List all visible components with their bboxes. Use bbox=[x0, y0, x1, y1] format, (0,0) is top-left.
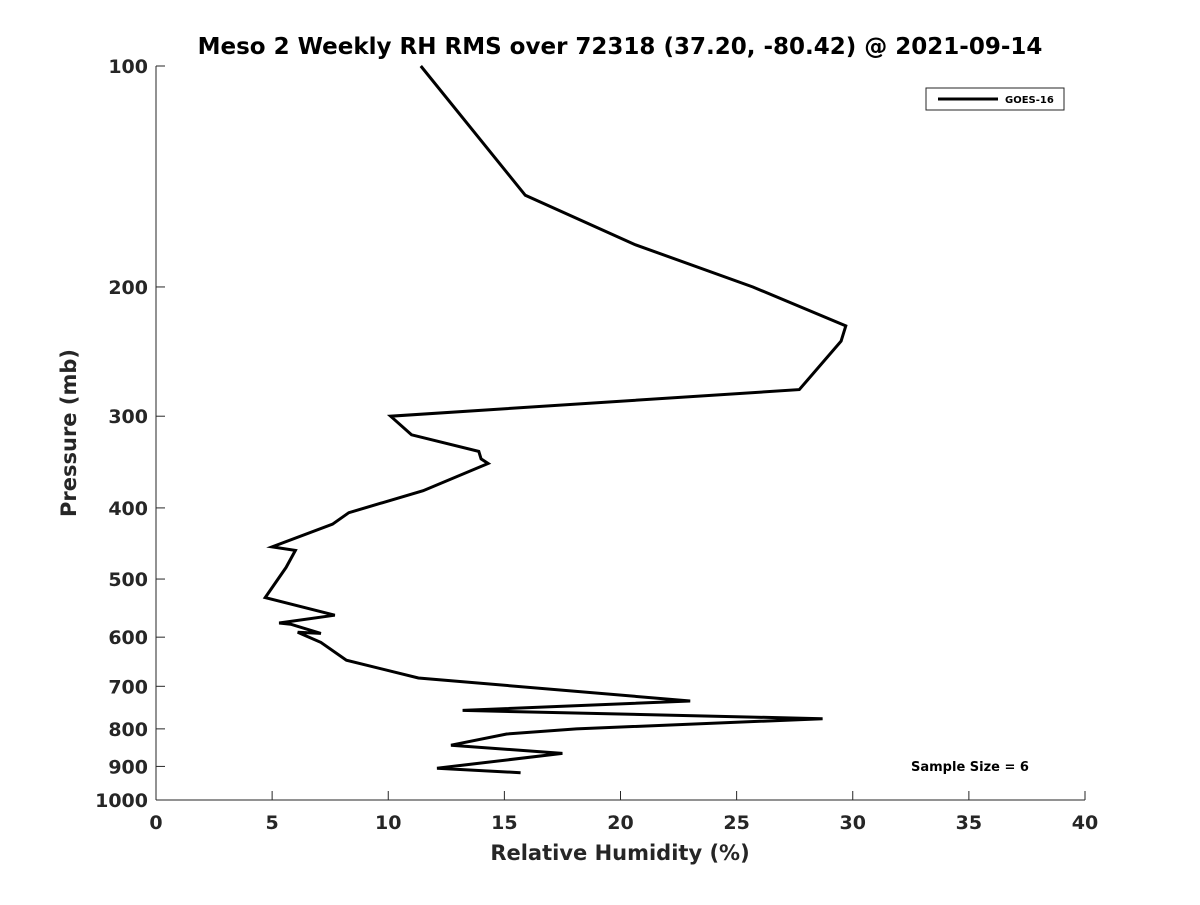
series-line-goes-16 bbox=[262, 65, 848, 775]
x-tick-label: 30 bbox=[840, 812, 866, 834]
y-tick-label: 700 bbox=[108, 676, 148, 698]
legend: GOES-16 bbox=[925, 87, 1065, 111]
y-tick-label: 500 bbox=[108, 569, 148, 591]
x-tick-label: 10 bbox=[375, 812, 401, 834]
x-tick-label: 5 bbox=[266, 812, 279, 834]
x-axis-ticks: 0 5 10 15 20 25 30 35 40 bbox=[149, 791, 1098, 834]
x-tick-label: 25 bbox=[723, 812, 749, 834]
sample-size-annotation: Sample Size = 6 bbox=[911, 760, 1029, 775]
y-tick-label: 1000 bbox=[95, 790, 148, 812]
y-tick-label: 300 bbox=[108, 406, 148, 428]
x-axis-title: Relative Humidity (%) bbox=[490, 841, 749, 865]
y-tick-label: 600 bbox=[108, 627, 148, 649]
x-tick-label: 20 bbox=[607, 812, 633, 834]
chart-title: Meso 2 Weekly RH RMS over 72318 (37.20, … bbox=[198, 34, 1043, 60]
x-tick-label: 35 bbox=[956, 812, 982, 834]
series-layer bbox=[262, 65, 848, 775]
y-axis-title: Pressure (mb) bbox=[57, 349, 81, 517]
x-tick-label: 15 bbox=[491, 812, 517, 834]
legend-label-goes-16: GOES-16 bbox=[1005, 95, 1054, 106]
y-tick-label: 100 bbox=[108, 56, 148, 78]
y-tick-label: 200 bbox=[108, 277, 148, 299]
x-tick-label: 40 bbox=[1072, 812, 1098, 834]
x-tick-label: 0 bbox=[149, 812, 162, 834]
y-tick-label: 900 bbox=[108, 756, 148, 778]
y-axis-ticks: 100 200 300 400 500 600 700 800 900 1000 bbox=[95, 56, 165, 812]
y-tick-label: 800 bbox=[108, 719, 148, 741]
y-tick-label: 400 bbox=[108, 498, 148, 520]
